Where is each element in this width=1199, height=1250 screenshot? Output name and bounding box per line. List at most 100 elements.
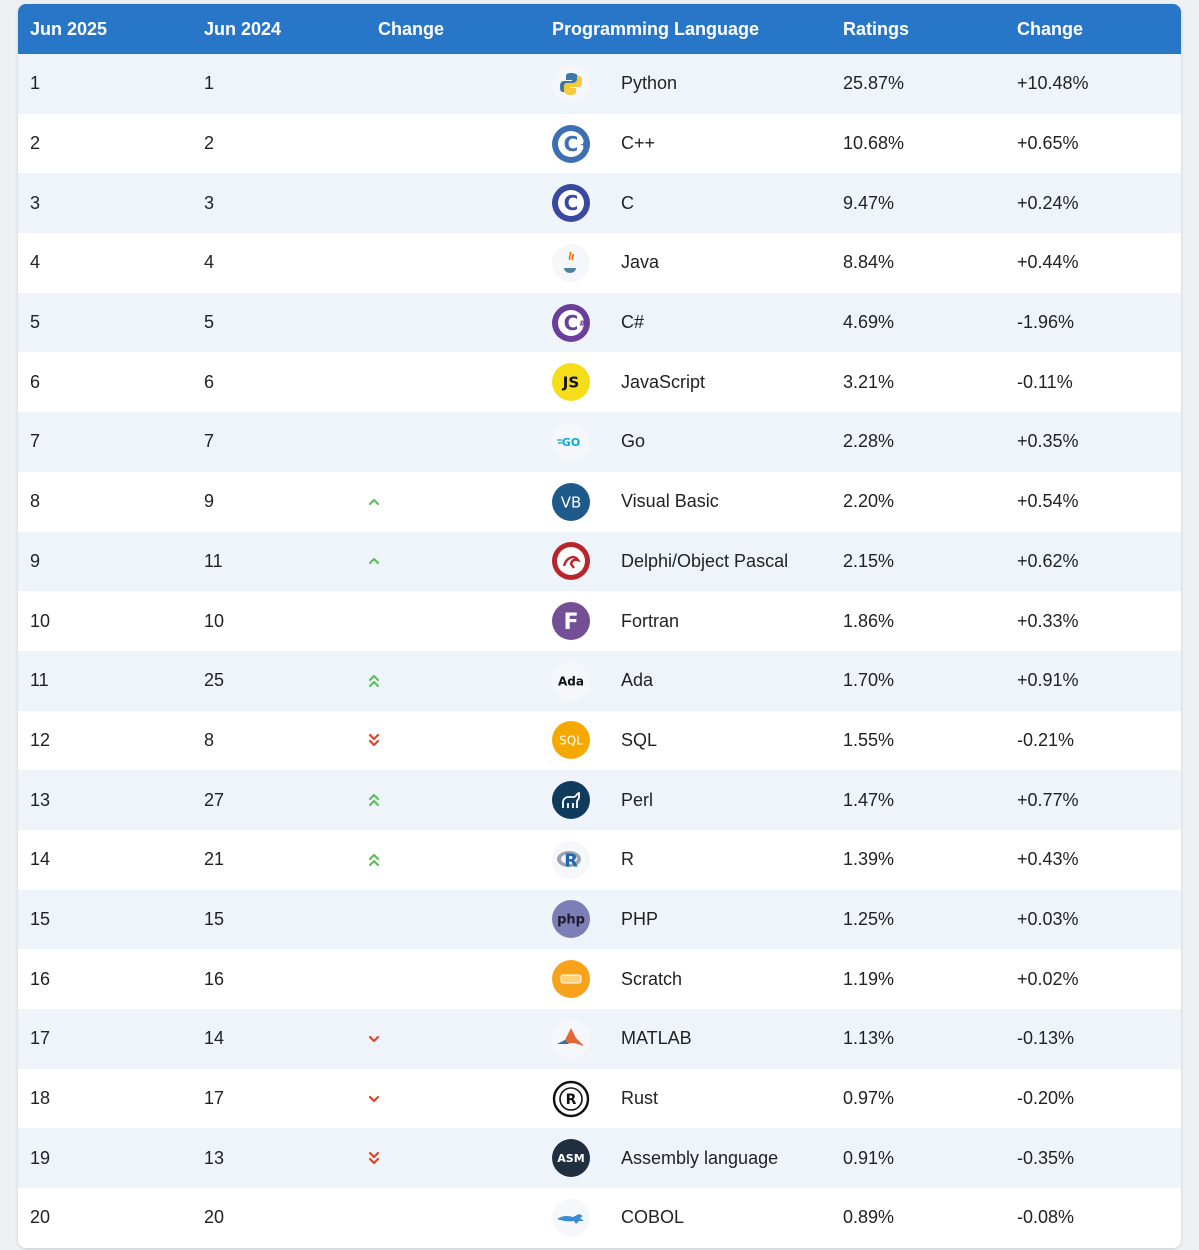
rank-2024: 17 <box>204 1088 225 1109</box>
language-name[interactable]: COBOL <box>621 1207 685 1228</box>
table-row[interactable]: 5 5 C # C# 4.69% -1.96% <box>18 292 1181 353</box>
rank-2025: 9 <box>30 550 41 571</box>
rating-change: +0.02% <box>1017 968 1079 989</box>
rank-change-cell <box>366 651 540 711</box>
table-row[interactable]: 20 20 COBOL 0.89% -0.08% <box>18 1188 1181 1248</box>
table-row[interactable]: 22C++C++10.68%+0.65% <box>18 113 1181 174</box>
rating-value: 2.15% <box>843 550 895 571</box>
rank-change-cell <box>366 1128 540 1188</box>
rank-change-cell <box>366 591 540 651</box>
rating-value: 1.70% <box>843 670 895 691</box>
header-change[interactable]: Change <box>378 18 445 39</box>
language-name[interactable]: SQL <box>621 729 658 750</box>
rating-value: 1.25% <box>843 908 895 929</box>
rating-change: -0.13% <box>1017 1028 1075 1049</box>
language-cell: php PHP <box>540 900 831 939</box>
table-row[interactable]: 17 14 MATLAB 1.13% -0.13% <box>18 1009 1181 1069</box>
language-name[interactable]: Perl <box>621 789 654 810</box>
language-cell: C++C++ <box>540 124 831 163</box>
language-name[interactable]: Assembly language <box>621 1147 779 1168</box>
language-name[interactable]: Rust <box>621 1088 659 1109</box>
rank-2025: 18 <box>30 1088 51 1109</box>
language-name[interactable]: Delphi/Object Pascal <box>621 550 789 571</box>
rank-2024: 2 <box>204 133 215 154</box>
rating-value: 0.97% <box>843 1088 895 1109</box>
table-row[interactable]: 11 25 Ada Ada 1.70% +0.91% <box>18 650 1181 711</box>
table-row[interactable]: 19 13 ASM Assembly language 0.91% -0.35% <box>18 1128 1181 1189</box>
table-row[interactable]: 14 21 R R 1.39% +0.43% <box>18 829 1181 890</box>
table-row[interactable]: 9 11 Delphi/Object Pascal 2.15% +0.62% <box>18 531 1181 592</box>
language-name[interactable]: Python <box>621 73 678 94</box>
table-row[interactable]: 18 17 R Rust 0.97% -0.20% <box>18 1068 1181 1129</box>
table-row[interactable]: 13 27 Perl 1.47% +0.77% <box>18 770 1181 830</box>
language-name[interactable]: MATLAB <box>621 1028 692 1049</box>
language-name[interactable]: C <box>621 192 634 213</box>
rating-value: 25.87% <box>843 73 905 94</box>
header-jun2025[interactable]: Jun 2025 <box>30 18 108 39</box>
table-row[interactable]: 6 6 JS JavaScript 3.21% -0.11% <box>18 352 1181 413</box>
visual-basic-icon: VB <box>552 482 590 521</box>
language-cell: F Fortran <box>540 602 831 641</box>
rating-change: -0.20% <box>1017 1088 1075 1109</box>
language-cell: MATLAB <box>540 1019 831 1058</box>
rank-2024: 10 <box>204 610 225 631</box>
language-cell: COBOL <box>540 1198 831 1237</box>
rating-change: +0.77% <box>1017 789 1079 810</box>
rating-change: -0.11% <box>1017 371 1073 392</box>
rank-change-cell <box>366 352 540 412</box>
language-name[interactable]: Ada <box>621 670 654 691</box>
table-row[interactable]: 12 8 SQL SQL 1.55% -0.21% <box>18 710 1181 771</box>
svg-text:JS: JS <box>562 374 579 392</box>
language-name[interactable]: JavaScript <box>621 371 706 392</box>
rating-change: +0.54% <box>1017 491 1079 512</box>
double-down-arrow-icon <box>366 732 382 748</box>
rank-2024: 6 <box>204 371 215 392</box>
language-cell: JS JavaScript <box>540 363 831 402</box>
language-name[interactable]: Java <box>621 252 660 273</box>
header-ratings[interactable]: Ratings <box>843 18 910 39</box>
rank-2024: 13 <box>204 1147 225 1168</box>
rank-2025: 4 <box>30 252 41 273</box>
rank-change-cell <box>366 233 540 293</box>
table-row[interactable]: 3 3 C C 9.47% +0.24% <box>18 173 1181 234</box>
language-name[interactable]: C++ <box>621 133 656 154</box>
language-name[interactable]: PHP <box>621 908 659 929</box>
go-icon: GO <box>552 422 590 461</box>
language-name[interactable]: Fortran <box>621 610 680 631</box>
language-name[interactable]: R <box>621 849 634 870</box>
table-row[interactable]: 10 10 F Fortran 1.86% +0.33% <box>18 591 1181 651</box>
rating-value: 8.84% <box>843 252 895 273</box>
rank-2025: 17 <box>30 1028 51 1049</box>
table-row[interactable]: 4 4 Java 8.84% +0.44% <box>18 233 1181 293</box>
table-header: Jun 2025 Jun 2024 Change Programming Lan… <box>18 4 1181 54</box>
rank-2024: 7 <box>204 431 215 452</box>
table-row[interactable]: 15 15 php PHP 1.25% +0.03% <box>18 889 1181 950</box>
table-row[interactable]: 8 9 VB Visual Basic 2.20% +0.54% <box>18 471 1181 532</box>
rank-2024: 9 <box>204 491 215 512</box>
double-up-arrow-icon <box>366 852 382 868</box>
svg-text:#: # <box>579 319 586 328</box>
matlab-icon <box>552 1019 590 1058</box>
table-row[interactable]: 16 16 Scratch 1.19% +0.02% <box>18 949 1181 1009</box>
language-name[interactable]: Go <box>621 431 646 452</box>
table-row[interactable]: 7 7 GO Go 2.28% +0.35% <box>18 412 1181 472</box>
delphi-icon <box>552 542 590 581</box>
rank-2025: 10 <box>30 610 51 631</box>
svg-text:ASM: ASM <box>557 1152 584 1165</box>
double-up-arrow-icon <box>366 792 382 808</box>
svg-text:Ada: Ada <box>558 674 584 688</box>
rating-change: +10.48% <box>1017 73 1089 94</box>
language-name[interactable]: Visual Basic <box>621 491 719 512</box>
header-jun2024[interactable]: Jun 2024 <box>204 18 282 39</box>
language-name[interactable]: Scratch <box>621 968 683 989</box>
language-name[interactable]: C# <box>621 312 645 333</box>
rank-change-cell <box>366 1188 540 1248</box>
csharp-icon: C # <box>552 303 590 342</box>
table-row[interactable]: 1 1 Python 25.87% +10.48% <box>18 54 1181 114</box>
header-language[interactable]: Programming Language <box>552 18 760 39</box>
svg-text:C: C <box>564 191 579 215</box>
perl-icon <box>552 781 590 820</box>
header-change-percent[interactable]: Change <box>1017 18 1084 39</box>
ada-icon: Ada <box>552 661 590 700</box>
